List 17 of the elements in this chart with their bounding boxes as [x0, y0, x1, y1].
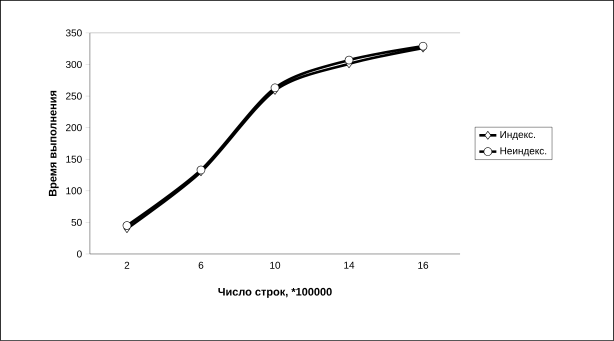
y-axis-title: Время выполнения	[48, 90, 59, 196]
y-tick-label: 50	[71, 218, 82, 226]
x-tick-label: 2	[124, 262, 130, 269]
y-tick-label: 350	[66, 29, 82, 36]
x-tick-label: 14	[344, 262, 354, 269]
legend-label: Индекс.	[500, 131, 535, 140]
y-tick-label: 0	[77, 250, 82, 258]
x-tick-label: 6	[198, 262, 204, 269]
y-tick-label: 250	[66, 92, 82, 100]
y-tick-label: 100	[66, 187, 82, 194]
y-tick-label: 200	[66, 124, 82, 132]
legend-label: Неиндекс.	[500, 147, 546, 156]
x-tick-label: 10	[270, 262, 280, 269]
x-axis-title: Число строк, *100000	[218, 288, 332, 298]
y-tick-label: 150	[66, 156, 82, 163]
x-tick-label: 16	[418, 262, 428, 269]
y-tick-label: 300	[66, 61, 82, 68]
